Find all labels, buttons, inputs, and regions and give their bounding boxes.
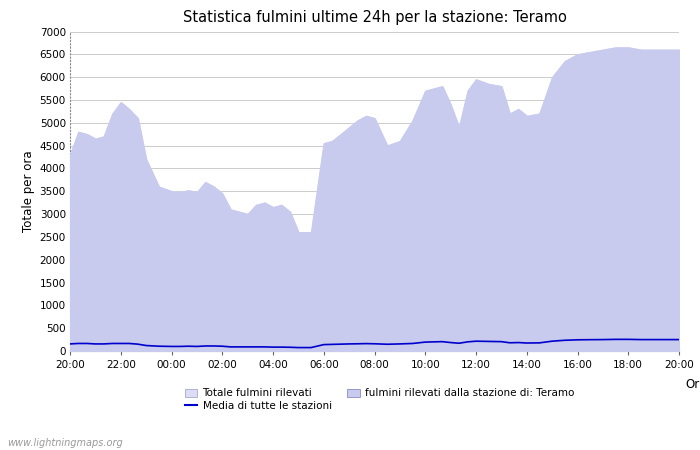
Title: Statistica fulmini ultime 24h per la stazione: Teramo: Statistica fulmini ultime 24h per la sta… <box>183 10 566 25</box>
Text: www.lightningmaps.org: www.lightningmaps.org <box>7 438 122 448</box>
Text: Orario: Orario <box>685 378 700 391</box>
Legend: Totale fulmini rilevati, Media di tutte le stazioni, fulmini rilevati dalla staz: Totale fulmini rilevati, Media di tutte … <box>185 388 575 411</box>
Y-axis label: Totale per ora: Totale per ora <box>22 150 36 232</box>
